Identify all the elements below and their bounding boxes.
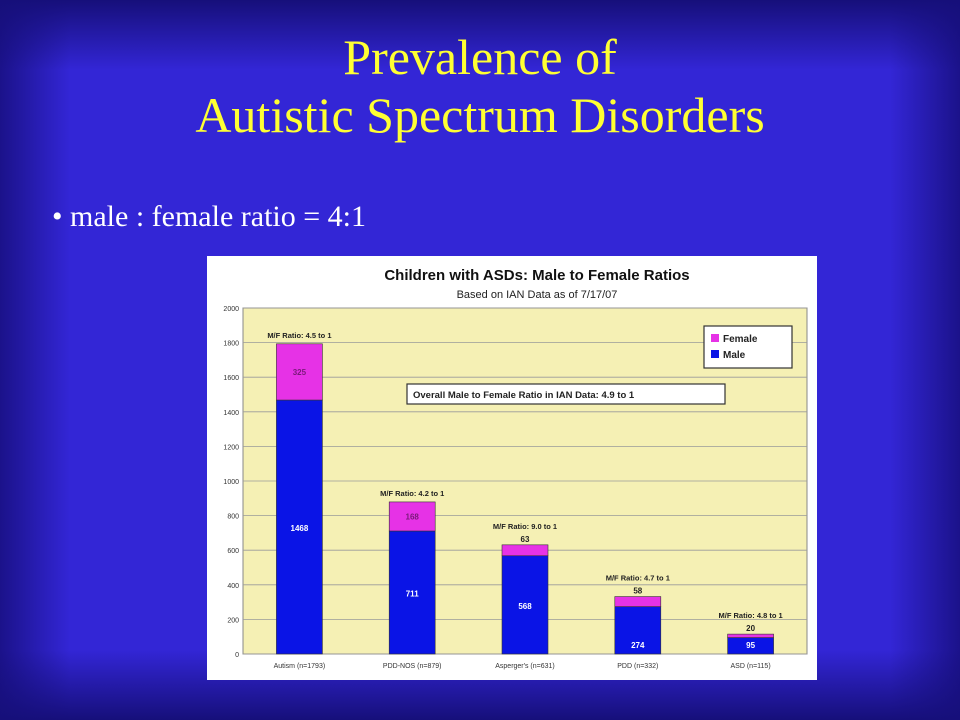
axes: 0 200 400 600 800 1000 1200 1400 1600 1800 2000 Aut… <box>223 306 770 670</box>
female-value-label: 63 <box>521 535 530 544</box>
x-tick-label: Asperger's (n=631) <box>495 663 555 670</box>
bullet-item: • male : female ratio = 4:1 <box>52 200 366 234</box>
overall-ratio-annotation: Overall Male to Female Ratio in IAN Data… <box>413 390 635 401</box>
bullet-text: male : female ratio = 4:1 <box>70 200 366 233</box>
chart-subtitle: Based on IAN Data as of 7/17/07 <box>457 289 618 301</box>
y-tick-label: 1200 <box>223 444 239 451</box>
legend-female-label: Female <box>723 334 758 345</box>
bar-female <box>501 544 549 557</box>
x-tick-label: PDD-NOS (n=879) <box>383 663 442 670</box>
x-tick-label: Autism (n=1793) <box>274 663 326 670</box>
annotation-border <box>406 383 726 405</box>
y-tick-label: 200 <box>227 617 239 624</box>
ratio-label: M/F Ratio: 4.7 to 1 <box>606 574 670 583</box>
female-value-label: 168 <box>406 512 420 521</box>
male-value-label: 95 <box>746 641 755 650</box>
slide-title: Prevalence of Autistic Spectrum Disorder… <box>0 28 960 144</box>
bar-male <box>388 530 436 655</box>
y-tick-label: 1400 <box>223 410 239 417</box>
bullet-symbol: • <box>52 200 63 233</box>
female-value-label: 20 <box>746 624 755 633</box>
y-tick-label: 600 <box>227 548 239 555</box>
y-tick-label: 0 <box>235 652 239 659</box>
legend-male-swatch <box>711 350 719 358</box>
ratio-label: M/F Ratio: 4.5 to 1 <box>267 331 331 340</box>
legend: Female Male <box>703 325 793 369</box>
bar-female <box>727 633 774 638</box>
chart-title: Children with ASDs: Male to Female Ratio… <box>384 267 689 284</box>
legend-box <box>703 325 793 369</box>
ratio-label: M/F Ratio: 9.0 to 1 <box>493 522 557 531</box>
ratio-label: M/F Ratio: 4.2 to 1 <box>380 489 444 498</box>
bar-female <box>388 501 436 532</box>
bar-male <box>276 399 323 655</box>
y-tick-label: 1000 <box>223 479 239 486</box>
bars <box>276 343 774 655</box>
female-value-label: 325 <box>293 368 307 377</box>
title-line-1: Prevalence of <box>343 29 617 85</box>
ratio-label: M/F Ratio: 4.8 to 1 <box>719 611 783 620</box>
male-value-label: 1468 <box>291 524 309 533</box>
male-value-label: 711 <box>406 589 419 598</box>
male-value-label: 568 <box>518 602 532 611</box>
data-labels: 1468 325 M/F Ratio: 4.5 to 1 711 168 M/F Rati… <box>267 331 782 650</box>
y-tick-label: 400 <box>227 583 239 590</box>
female-value-label: 58 <box>633 587 642 596</box>
legend-female-swatch <box>711 334 719 342</box>
chart-image: 0 200 400 600 800 1000 1200 1400 1600 1800 2000 Aut… <box>207 256 817 680</box>
bar-male <box>614 606 662 655</box>
bar-female <box>614 596 662 607</box>
y-tick-label: 800 <box>227 514 239 521</box>
bar-male <box>501 555 549 655</box>
bar-chart: 0 200 400 600 800 1000 1200 1400 1600 1800 2000 Aut… <box>207 256 817 680</box>
y-tick-label: 1600 <box>223 375 239 382</box>
title-line-2: Autistic Spectrum Disorders <box>195 87 765 143</box>
x-tick-label: PDD (n=332) <box>617 663 658 670</box>
legend-male-label: Male <box>723 350 746 361</box>
annotation-box: Overall Male to Female Ratio in IAN Data… <box>406 383 726 405</box>
male-value-label: 274 <box>631 641 645 650</box>
bar-female <box>276 343 323 401</box>
y-tick-label: 2000 <box>223 306 239 313</box>
y-tick-label: 1800 <box>223 341 239 348</box>
x-tick-label: ASD (n=115) <box>731 663 771 670</box>
